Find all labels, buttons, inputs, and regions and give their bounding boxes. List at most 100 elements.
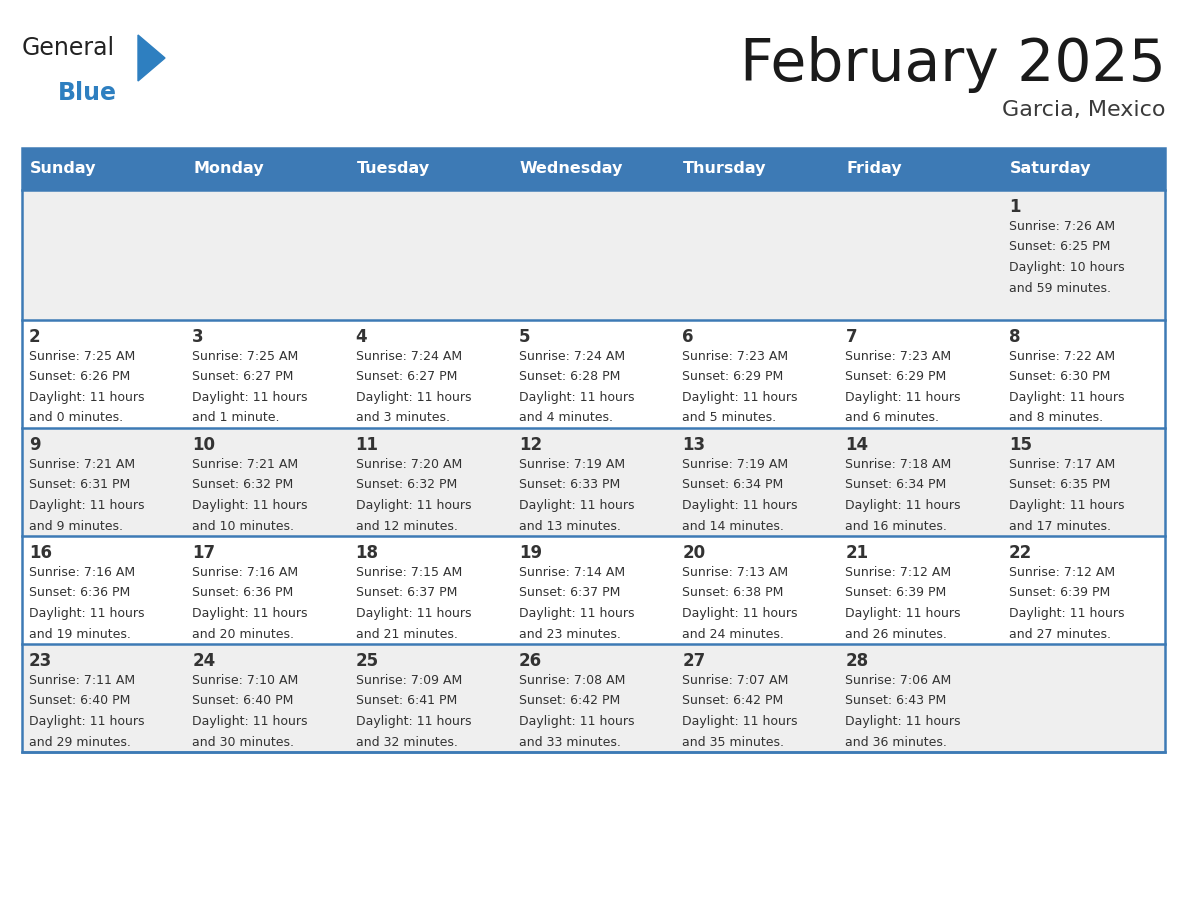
Text: Daylight: 11 hours: Daylight: 11 hours	[682, 715, 797, 728]
Bar	[185, 148, 348, 190]
Text: 2: 2	[29, 328, 40, 346]
Text: 13: 13	[682, 436, 706, 454]
Text: Sunrise: 7:06 AM: Sunrise: 7:06 AM	[846, 674, 952, 687]
Bar	[839, 190, 1001, 320]
Text: 1: 1	[1009, 198, 1020, 216]
Text: and 4 minutes.: and 4 minutes.	[519, 411, 613, 424]
Text: Sunset: 6:37 PM: Sunset: 6:37 PM	[519, 587, 620, 599]
Text: Sunset: 6:31 PM: Sunset: 6:31 PM	[29, 478, 131, 491]
Text: Daylight: 11 hours: Daylight: 11 hours	[846, 391, 961, 404]
Text: Sunset: 6:40 PM: Sunset: 6:40 PM	[29, 695, 131, 708]
Text: Friday: Friday	[846, 162, 902, 176]
Bar	[1001, 536, 1165, 644]
Text: 28: 28	[846, 652, 868, 670]
Text: Sunrise: 7:07 AM: Sunrise: 7:07 AM	[682, 674, 789, 687]
Text: 5: 5	[519, 328, 530, 346]
Bar	[512, 148, 675, 190]
Text: Sunset: 6:38 PM: Sunset: 6:38 PM	[682, 587, 784, 599]
Text: and 9 minutes.: and 9 minutes.	[29, 520, 124, 532]
Text: Sunrise: 7:16 AM: Sunrise: 7:16 AM	[29, 566, 135, 579]
Text: and 1 minute.: and 1 minute.	[192, 411, 280, 424]
Text: General: General	[23, 36, 115, 60]
Text: Sunset: 6:30 PM: Sunset: 6:30 PM	[1009, 371, 1110, 384]
Text: Sunday: Sunday	[30, 162, 96, 176]
Text: Daylight: 11 hours: Daylight: 11 hours	[355, 607, 472, 620]
Text: and 12 minutes.: and 12 minutes.	[355, 520, 457, 532]
Bar	[839, 320, 1001, 428]
Text: Daylight: 11 hours: Daylight: 11 hours	[192, 499, 308, 512]
Text: 10: 10	[192, 436, 215, 454]
Bar	[185, 536, 348, 644]
Text: 24: 24	[192, 652, 215, 670]
Text: Sunset: 6:34 PM: Sunset: 6:34 PM	[682, 478, 783, 491]
Bar	[185, 190, 348, 320]
Text: Daylight: 10 hours: Daylight: 10 hours	[1009, 261, 1124, 274]
Bar	[839, 644, 1001, 752]
Text: and 5 minutes.: and 5 minutes.	[682, 411, 776, 424]
Text: Sunrise: 7:19 AM: Sunrise: 7:19 AM	[519, 458, 625, 471]
Text: Monday: Monday	[194, 162, 264, 176]
Bar	[23, 536, 185, 644]
Text: 19: 19	[519, 544, 542, 562]
Text: and 35 minutes.: and 35 minutes.	[682, 735, 784, 748]
Text: Sunrise: 7:10 AM: Sunrise: 7:10 AM	[192, 674, 298, 687]
Bar	[839, 428, 1001, 536]
Text: 20: 20	[682, 544, 706, 562]
Bar	[23, 148, 185, 190]
Text: Daylight: 11 hours: Daylight: 11 hours	[29, 499, 145, 512]
Text: 17: 17	[192, 544, 215, 562]
Text: 15: 15	[1009, 436, 1031, 454]
Text: Daylight: 11 hours: Daylight: 11 hours	[29, 607, 145, 620]
Bar	[675, 644, 839, 752]
Text: and 21 minutes.: and 21 minutes.	[355, 628, 457, 641]
Text: Daylight: 11 hours: Daylight: 11 hours	[355, 391, 472, 404]
Text: Wednesday: Wednesday	[520, 162, 624, 176]
Bar	[512, 190, 675, 320]
Bar	[348, 320, 512, 428]
Text: Sunset: 6:29 PM: Sunset: 6:29 PM	[846, 371, 947, 384]
Text: Sunrise: 7:24 AM: Sunrise: 7:24 AM	[519, 350, 625, 363]
Text: 27: 27	[682, 652, 706, 670]
Text: Sunset: 6:42 PM: Sunset: 6:42 PM	[519, 695, 620, 708]
Text: and 6 minutes.: and 6 minutes.	[846, 411, 940, 424]
Text: Sunrise: 7:23 AM: Sunrise: 7:23 AM	[846, 350, 952, 363]
Text: and 14 minutes.: and 14 minutes.	[682, 520, 784, 532]
Text: and 23 minutes.: and 23 minutes.	[519, 628, 621, 641]
Text: 4: 4	[355, 328, 367, 346]
Text: Sunrise: 7:14 AM: Sunrise: 7:14 AM	[519, 566, 625, 579]
Text: Sunrise: 7:13 AM: Sunrise: 7:13 AM	[682, 566, 789, 579]
Text: Sunrise: 7:18 AM: Sunrise: 7:18 AM	[846, 458, 952, 471]
Text: Sunrise: 7:11 AM: Sunrise: 7:11 AM	[29, 674, 135, 687]
Bar	[1001, 428, 1165, 536]
Text: Daylight: 11 hours: Daylight: 11 hours	[682, 391, 797, 404]
Text: February 2025: February 2025	[740, 36, 1165, 93]
Text: Sunset: 6:43 PM: Sunset: 6:43 PM	[846, 695, 947, 708]
Bar	[348, 536, 512, 644]
Text: and 26 minutes.: and 26 minutes.	[846, 628, 947, 641]
Text: Daylight: 11 hours: Daylight: 11 hours	[29, 391, 145, 404]
Text: Saturday: Saturday	[1010, 162, 1092, 176]
Text: and 59 minutes.: and 59 minutes.	[1009, 282, 1111, 295]
Text: Sunrise: 7:24 AM: Sunrise: 7:24 AM	[355, 350, 462, 363]
Text: and 17 minutes.: and 17 minutes.	[1009, 520, 1111, 532]
Text: Daylight: 11 hours: Daylight: 11 hours	[519, 391, 634, 404]
Bar	[1001, 148, 1165, 190]
Bar	[23, 320, 185, 428]
Bar	[185, 644, 348, 752]
Text: Sunset: 6:36 PM: Sunset: 6:36 PM	[29, 587, 131, 599]
Text: Sunset: 6:25 PM: Sunset: 6:25 PM	[1009, 241, 1110, 253]
Bar	[348, 644, 512, 752]
Bar	[512, 644, 675, 752]
Text: Sunset: 6:42 PM: Sunset: 6:42 PM	[682, 695, 783, 708]
Bar	[23, 190, 185, 320]
Text: Sunrise: 7:09 AM: Sunrise: 7:09 AM	[355, 674, 462, 687]
Bar	[348, 148, 512, 190]
Text: Sunrise: 7:20 AM: Sunrise: 7:20 AM	[355, 458, 462, 471]
Text: 3: 3	[192, 328, 204, 346]
Text: 22: 22	[1009, 544, 1032, 562]
Text: Daylight: 11 hours: Daylight: 11 hours	[355, 499, 472, 512]
Text: Thursday: Thursday	[683, 162, 766, 176]
Text: Daylight: 11 hours: Daylight: 11 hours	[846, 715, 961, 728]
Text: Daylight: 11 hours: Daylight: 11 hours	[682, 607, 797, 620]
Text: Daylight: 11 hours: Daylight: 11 hours	[192, 391, 308, 404]
